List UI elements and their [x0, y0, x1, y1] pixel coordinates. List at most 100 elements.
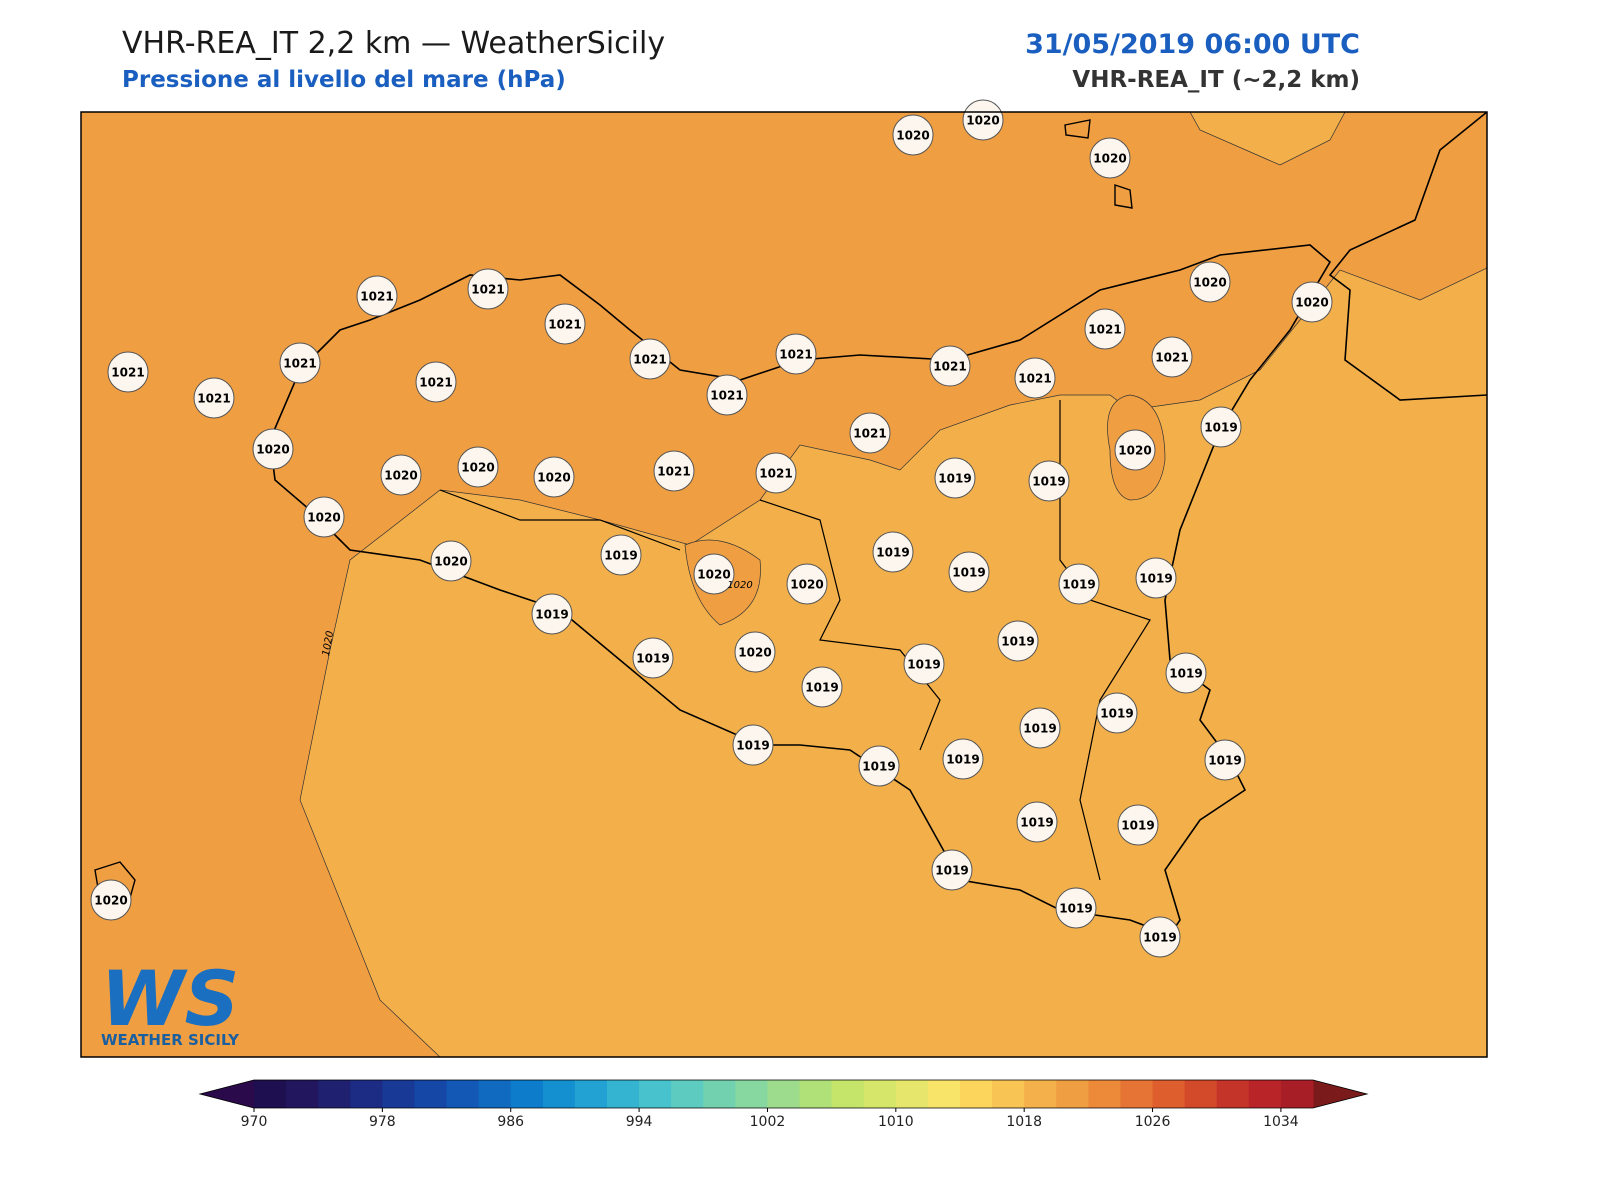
colorbar-bin: [927, 1080, 961, 1108]
colorbar-bin: [350, 1080, 383, 1108]
station-label: 1021: [471, 283, 504, 297]
station-marker: [948, 551, 990, 593]
colorbar-bin: [382, 1080, 415, 1108]
station-label: 1019: [805, 681, 838, 695]
station-marker: [1016, 801, 1058, 843]
station-marker: [1139, 916, 1181, 958]
station-label: 1020: [256, 443, 289, 457]
colorbar-bin: [1152, 1080, 1186, 1108]
colorbar-over: [1313, 1080, 1367, 1108]
station-label: 1020: [1295, 296, 1328, 310]
station-marker: [1291, 281, 1333, 323]
station-marker: [931, 849, 973, 891]
colorbar-tick-label: 978: [369, 1114, 396, 1130]
station-label: 1019: [862, 760, 895, 774]
station-marker: [279, 342, 321, 384]
colorbar-bin: [703, 1080, 736, 1108]
colorbar-tick-label: 1010: [878, 1114, 914, 1130]
colorbar-bin: [1280, 1080, 1314, 1108]
station-label: 1020: [790, 578, 823, 592]
station-label: 1020: [1193, 276, 1226, 290]
station-marker: [1058, 563, 1100, 605]
station-marker: [533, 456, 575, 498]
colorbar-bin: [831, 1080, 865, 1108]
colorbar-bin: [767, 1080, 801, 1108]
colorbar-bin: [1184, 1080, 1218, 1108]
station-marker: [107, 351, 149, 393]
station-marker: [962, 99, 1004, 141]
station-label: 1019: [1020, 816, 1053, 830]
station-label: 1021: [759, 467, 792, 481]
station-marker: [1028, 460, 1070, 502]
station-label: 1019: [535, 608, 568, 622]
colorbar-bin: [510, 1080, 544, 1108]
contour-label: 1020: [727, 580, 752, 591]
subtitle: Pressione al livello del mare (hPa): [122, 67, 566, 93]
station-label: 1019: [876, 546, 909, 560]
station-label: 1019: [1100, 707, 1133, 721]
station-marker: [942, 738, 984, 780]
station-label: 1021: [1018, 372, 1051, 386]
station-marker: [706, 374, 748, 416]
station-label: 1020: [697, 568, 730, 582]
station-marker: [632, 637, 674, 679]
station-marker: [775, 333, 817, 375]
station-label: 1020: [461, 461, 494, 475]
station-label: 1019: [1059, 902, 1092, 916]
station-label: 1019: [938, 472, 971, 486]
station-label: 1020: [1093, 152, 1126, 166]
station-marker: [1014, 357, 1056, 399]
colorbar-bin: [286, 1080, 319, 1108]
colorbar-bin: [1088, 1080, 1121, 1108]
station-marker: [732, 724, 774, 766]
coastline: [1328, 112, 1487, 401]
station-label: 1021: [419, 376, 452, 390]
colorbar-bin: [1216, 1080, 1250, 1108]
field-low: [1189, 112, 1346, 166]
map: [81, 112, 1487, 1057]
colorbar-bin: [542, 1080, 576, 1108]
colorbar-tick-label: 970: [241, 1114, 268, 1130]
colorbar-bin: [639, 1080, 672, 1108]
colorbar-tick-label: 1034: [1263, 1114, 1299, 1130]
station-label: 1021: [710, 389, 743, 403]
colorbar-bin: [318, 1080, 351, 1108]
colorbar-tick-label: 1018: [1006, 1114, 1042, 1130]
model: VHR-REA_IT (~2,2 km): [1072, 67, 1360, 93]
contour-label: 1020: [321, 630, 336, 657]
station-label: 1019: [935, 864, 968, 878]
station-label: 1019: [736, 739, 769, 753]
station-label: 1019: [1001, 635, 1034, 649]
map-frame: [80, 111, 1488, 1058]
colorbar-bin: [1248, 1080, 1282, 1108]
station-marker: [872, 531, 914, 573]
station-marker: [1055, 887, 1097, 929]
colorbar-bin: [1024, 1080, 1057, 1108]
colorbar-bin: [574, 1080, 608, 1108]
station-label: 1020: [384, 469, 417, 483]
station-marker: [997, 620, 1039, 662]
station-label: 1019: [1023, 722, 1056, 736]
station-marker: [929, 345, 971, 387]
station-label: 1020: [537, 471, 570, 485]
station-marker: [415, 361, 457, 403]
station-marker: [629, 338, 671, 380]
station-marker: [457, 446, 499, 488]
title: VHR-REA_IT 2,2 km — WeatherSicily: [122, 26, 665, 61]
station-marker: [693, 553, 735, 595]
station-label: 1021: [197, 392, 230, 406]
station-marker: [849, 412, 891, 454]
colorbar-bin: [992, 1080, 1025, 1108]
station-marker: [544, 303, 586, 345]
station-label: 1021: [111, 366, 144, 380]
colorbar-tick-label: 1026: [1135, 1114, 1171, 1130]
station-label: 1019: [907, 658, 940, 672]
station-label: 1020: [1118, 444, 1151, 458]
station-marker: [90, 879, 132, 921]
station-marker: [786, 563, 828, 605]
station-marker: [430, 540, 472, 582]
colorbar-bin: [478, 1080, 512, 1108]
station-marker: [1114, 429, 1156, 471]
